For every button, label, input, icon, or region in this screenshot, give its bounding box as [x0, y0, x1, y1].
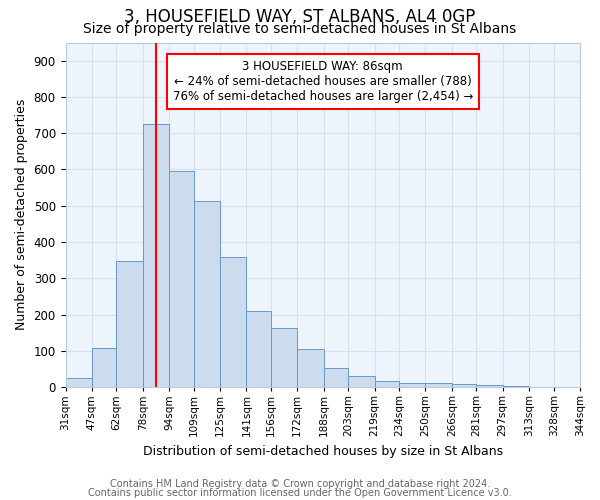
Bar [348, 376, 374, 387]
Text: 3 HOUSEFIELD WAY: 86sqm
← 24% of semi-detached houses are smaller (788)
76% of s: 3 HOUSEFIELD WAY: 86sqm ← 24% of semi-de… [173, 60, 473, 102]
Text: Contains HM Land Registry data © Crown copyright and database right 2024.: Contains HM Land Registry data © Crown c… [110, 479, 490, 489]
Bar [65, 378, 92, 387]
Y-axis label: Number of semi-detached properties: Number of semi-detached properties [15, 99, 28, 330]
Bar [247, 311, 271, 387]
Bar [92, 348, 116, 387]
Bar [297, 349, 323, 387]
Bar [143, 124, 169, 387]
Bar [374, 382, 399, 387]
Bar [425, 384, 452, 387]
Bar [194, 202, 220, 387]
Bar [220, 256, 247, 387]
X-axis label: Distribution of semi-detached houses by size in St Albans: Distribution of semi-detached houses by … [143, 444, 503, 458]
Text: Contains public sector information licensed under the Open Government Licence v3: Contains public sector information licen… [88, 488, 512, 498]
Bar [503, 386, 529, 387]
Bar [271, 328, 297, 387]
Bar [169, 171, 194, 387]
Bar [399, 384, 425, 387]
Bar [476, 384, 503, 387]
Text: Size of property relative to semi-detached houses in St Albans: Size of property relative to semi-detach… [83, 22, 517, 36]
Bar [323, 368, 348, 387]
Text: 3, HOUSEFIELD WAY, ST ALBANS, AL4 0GP: 3, HOUSEFIELD WAY, ST ALBANS, AL4 0GP [124, 8, 476, 26]
Bar [116, 261, 143, 387]
Bar [452, 384, 476, 387]
